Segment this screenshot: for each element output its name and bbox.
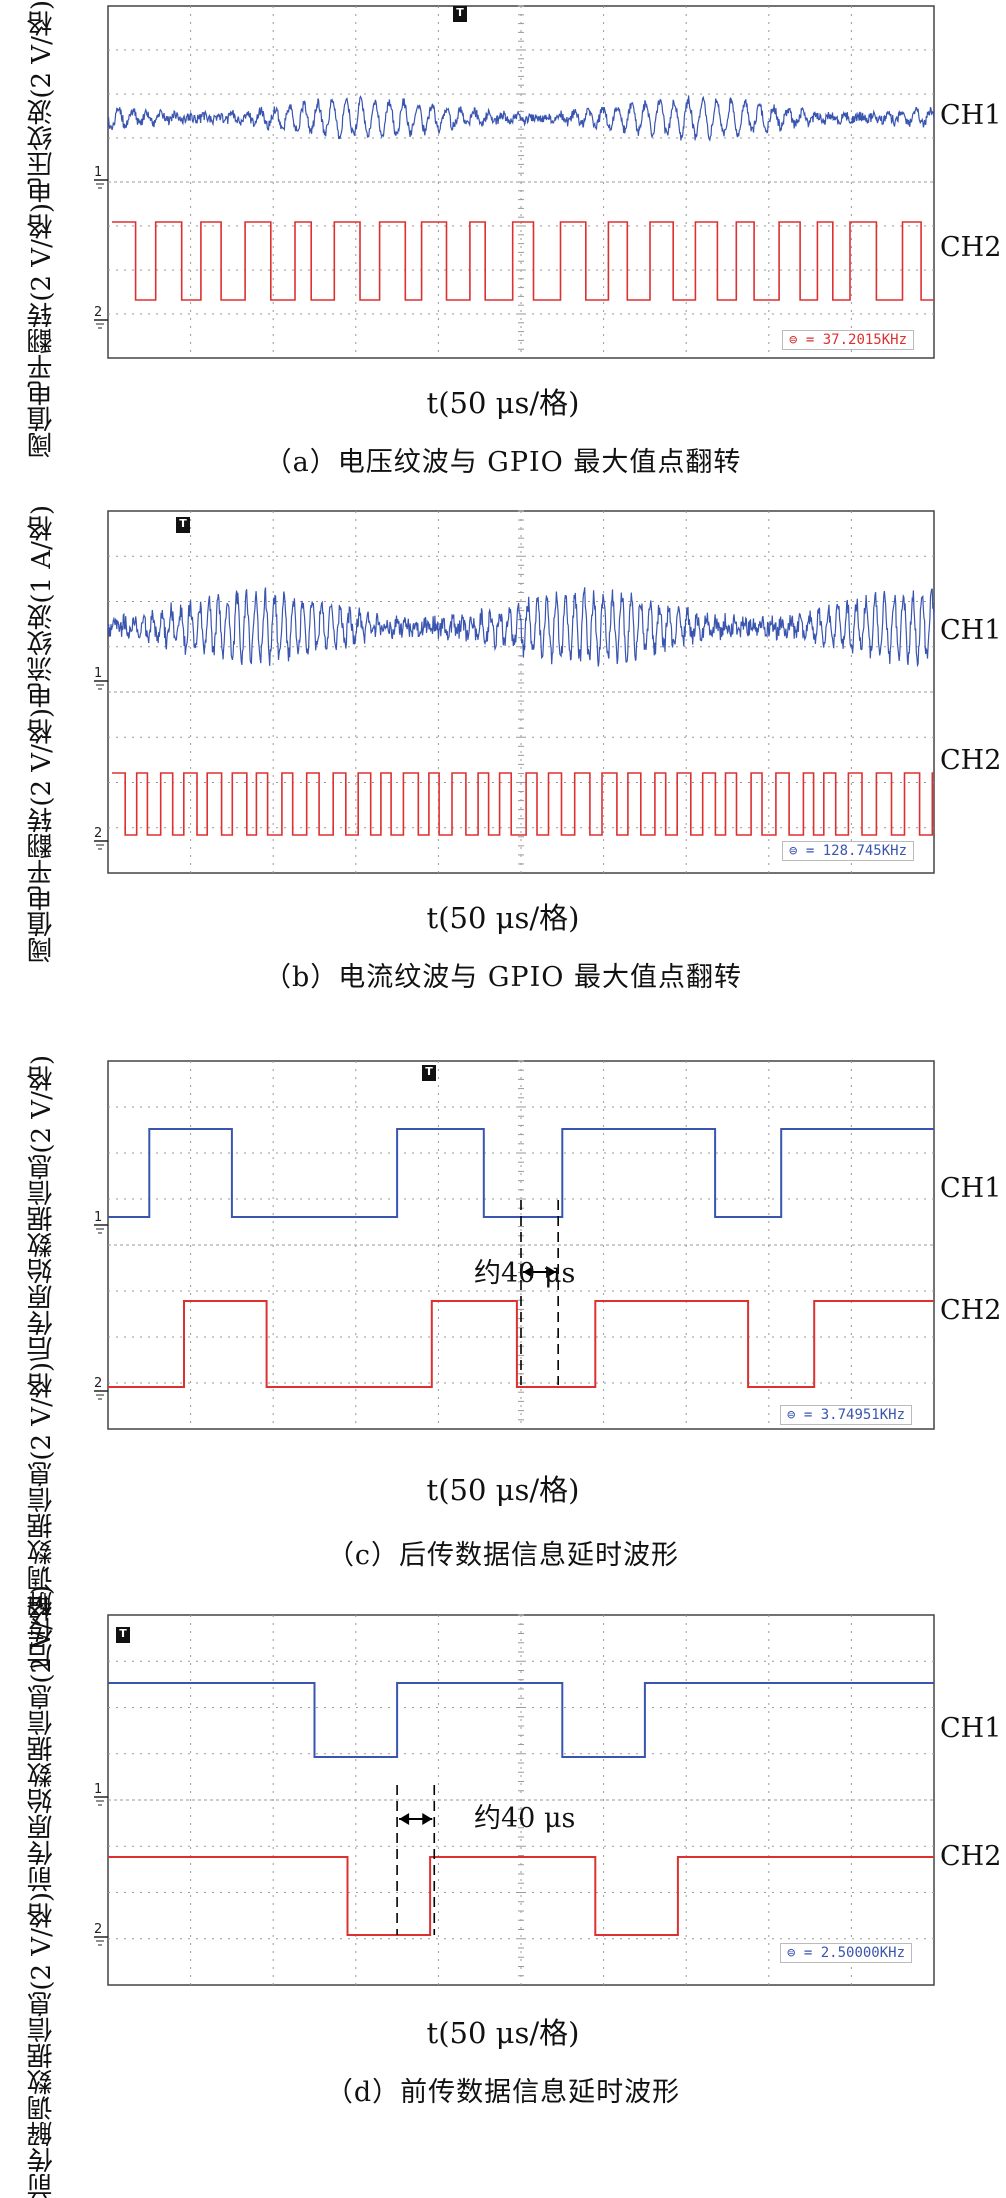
delay-marker-arrowhead-r — [546, 1266, 557, 1278]
freq-icon: ⊜ — [789, 332, 798, 348]
ch2-label-a: CH2 — [940, 232, 1002, 263]
ch1-trace — [107, 95, 935, 142]
ground-marker-ch1-number: 1 — [94, 1210, 102, 1225]
frequency-readout-b: ⊜ = 128.745KHz — [782, 841, 915, 861]
ylabel-ch1-b: 电流纹波 (1 A/格) — [27, 505, 57, 708]
delay-marker-arrowhead-r — [422, 1813, 433, 1825]
xlabel-d: t(50 μs/格) — [426, 2016, 580, 2050]
ch2-label-c: CH2 — [940, 1295, 1002, 1326]
frequency-readout-a: ⊜ = 37.2015KHz — [782, 330, 915, 350]
ch2-trace — [108, 1856, 934, 1936]
ground-marker-ch1-number: 1 — [94, 1782, 102, 1797]
ch1-trace — [107, 587, 935, 668]
frequency-readout-d: ⊜ = 2.50000KHz — [780, 1943, 913, 1963]
delay-annotation-c: 约40 μs — [474, 1258, 576, 1289]
frequency-readout-c: ⊜ = 3.74951KHz — [780, 1405, 913, 1425]
trigger-marker-icon: T — [422, 1065, 436, 1081]
y-labels-c: 后传原始数据 信息(2 V/格) 后传解调数据 信息(2 V/格) — [0, 1055, 84, 1668]
ch2-trace — [108, 1300, 934, 1388]
scope-screen-a: 12 — [94, 5, 935, 359]
ch1-label-d: CH1 — [940, 1713, 1002, 1744]
xlabel-b: t(50 μs/格) — [426, 901, 580, 935]
ground-marker-ch2-number: 2 — [94, 305, 102, 320]
xlabel-c: t(50 μs/格) — [426, 1473, 580, 1507]
freq-icon: ⊜ — [789, 843, 798, 859]
trigger-marker-icon: T — [176, 517, 190, 533]
scope-screen-d: 12 — [94, 1614, 935, 1986]
freq-icon: ⊜ — [787, 1407, 796, 1423]
ground-marker-ch2-number: 2 — [94, 826, 102, 841]
caption-a: （a）电压纹波与 GPIO 最大值点翻转 — [264, 447, 742, 478]
delay-marker-arrowhead-l — [399, 1813, 410, 1825]
ch2-label-b: CH2 — [940, 745, 1002, 776]
scope-screen-c: 12 — [94, 1060, 935, 1430]
trigger-marker-icon: T — [116, 1627, 130, 1643]
ch2-trace — [112, 772, 934, 836]
trigger-marker-icon: T — [453, 6, 467, 22]
ch1-trace — [108, 1128, 934, 1218]
caption-c: （c）后传数据信息延时波形 — [326, 1540, 680, 1571]
y-labels-a: 电压纹波 (2 V/格) 阈值电平翻转 (2 V/格) — [0, 0, 84, 457]
ch2-trace — [112, 221, 934, 301]
freq-icon: ⊜ — [787, 1945, 796, 1961]
ch1-label-c: CH1 — [940, 1173, 1002, 1204]
ch2-label-d: CH2 — [940, 1841, 1002, 1872]
xlabel-a: t(50 μs/格) — [426, 386, 580, 420]
delay-marker-arrowhead-l — [523, 1266, 533, 1278]
y-labels-d: 前传原始数据 信息(2 V/格) 前传解调数据 信息(2 V/格) — [0, 1585, 84, 2198]
ch1-label-a: CH1 — [940, 100, 1002, 131]
y-labels-b: 电流纹波 (1 A/格) 阈值电平翻转 (2 V/格) — [0, 505, 84, 962]
ground-marker-ch2-number: 2 — [94, 1922, 102, 1937]
ch1-trace — [108, 1682, 934, 1758]
delay-annotation-d: 约40 μs — [474, 1803, 576, 1834]
ylabel-ch1-a: 电压纹波 (2 V/格) — [27, 0, 57, 203]
ground-marker-ch1-number: 1 — [94, 165, 102, 180]
scope-screen-b: 12 — [94, 510, 935, 874]
caption-b: （b）电流纹波与 GPIO 最大值点翻转 — [264, 962, 742, 993]
ground-marker-ch1-number: 1 — [94, 666, 102, 681]
ch1-label-b: CH1 — [940, 615, 1002, 646]
caption-d: （d）前传数据信息延时波形 — [325, 2077, 681, 2108]
ground-marker-ch2-number: 2 — [94, 1376, 102, 1391]
ylabel-ch1-d: 前传原始数据 信息(2 V/格) — [27, 1585, 57, 1892]
ylabel-ch1-c: 后传原始数据 信息(2 V/格) — [27, 1055, 57, 1362]
